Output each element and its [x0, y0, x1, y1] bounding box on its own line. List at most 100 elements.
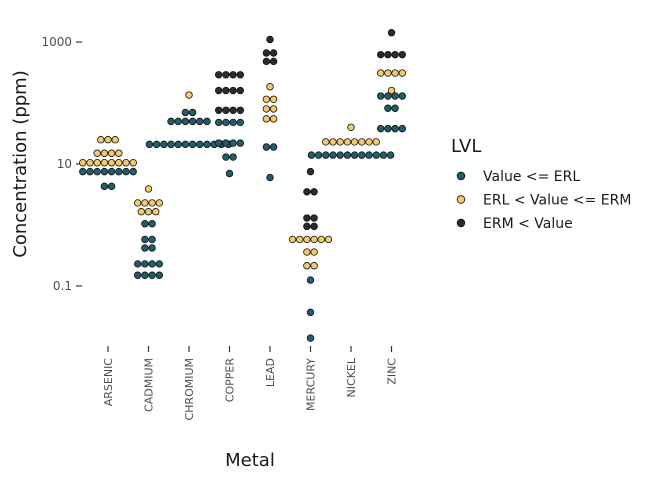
data-point — [174, 117, 182, 126]
x-axis: ARSENIC CADMIUM CHROMIUM COPPER LEAD MERCURY N… — [102, 346, 399, 421]
data-point — [115, 159, 123, 167]
data-point — [303, 235, 311, 244]
data-point — [214, 106, 223, 114]
data-point — [107, 159, 116, 167]
data-point — [129, 159, 137, 167]
data-point — [372, 151, 380, 159]
data-point — [222, 86, 230, 95]
data-point — [306, 276, 315, 284]
data-point — [262, 143, 271, 151]
data-point — [141, 260, 149, 268]
data-point — [152, 140, 161, 149]
series-cadmium — [133, 185, 163, 279]
data-point — [229, 86, 237, 95]
data-point — [148, 220, 156, 228]
data-point — [303, 262, 311, 270]
data-point — [141, 199, 149, 207]
legend-key-mid — [456, 195, 466, 204]
data-point — [188, 108, 197, 117]
data-point — [386, 151, 395, 159]
data-point — [100, 159, 109, 167]
data-point — [214, 139, 223, 147]
data-point — [222, 139, 230, 147]
data-point — [79, 159, 87, 167]
data-point — [229, 139, 237, 147]
data-point — [398, 69, 406, 77]
data-point — [329, 151, 337, 159]
data-point — [141, 271, 149, 279]
data-point — [269, 105, 278, 113]
series-chromium — [145, 91, 233, 149]
series-mercury — [288, 167, 333, 342]
data-point — [93, 159, 101, 167]
data-point — [306, 167, 315, 176]
data-point — [350, 151, 359, 159]
data-point — [336, 151, 344, 159]
data-point — [336, 138, 344, 146]
series-copper — [214, 71, 244, 178]
series-lead — [262, 35, 278, 182]
data-point — [141, 220, 149, 228]
x-tick-label: ZINC — [386, 358, 399, 385]
data-point — [310, 188, 318, 196]
data-point — [174, 140, 182, 149]
data-point — [303, 188, 311, 196]
x-tick-label: CADMIUM — [143, 358, 156, 412]
x-tick-label: CHROMIUM — [183, 358, 196, 421]
data-point — [391, 104, 399, 112]
data-point — [141, 244, 149, 252]
legend-key-high — [456, 218, 466, 228]
data-point — [262, 95, 271, 103]
data-point — [384, 124, 392, 133]
data-point — [306, 308, 315, 317]
data-point — [86, 167, 94, 176]
x-tick-label: LEAD — [264, 358, 277, 387]
data-point — [122, 159, 130, 167]
data-point — [111, 136, 119, 144]
data-point — [86, 159, 94, 167]
data-point — [303, 214, 311, 222]
data-point — [391, 92, 399, 100]
data-point — [377, 69, 385, 77]
data-point — [104, 136, 112, 144]
data-point — [185, 91, 193, 99]
data-point — [214, 118, 223, 127]
data-point — [222, 118, 230, 127]
legend-label-high: ERM < Value — [483, 216, 573, 232]
data-point — [145, 140, 154, 149]
data-point — [222, 106, 230, 114]
data-point — [160, 140, 168, 149]
data-point — [229, 106, 237, 114]
data-point — [100, 182, 109, 191]
data-point — [384, 50, 392, 59]
data-point — [79, 167, 87, 176]
data-point — [296, 235, 304, 244]
data-point — [229, 153, 237, 161]
data-point — [384, 104, 392, 112]
data-point — [236, 139, 244, 147]
x-tick-label: MERCURY — [305, 358, 318, 411]
y-axis: 0.1 10 1000 — [41, 35, 82, 293]
data-point — [107, 167, 116, 176]
data-point — [236, 106, 244, 114]
data-point — [324, 235, 333, 244]
y-tick-label: 0.1 — [53, 279, 72, 293]
data-point — [93, 149, 101, 157]
data-point — [266, 173, 274, 182]
data-point — [266, 83, 274, 91]
data-point — [310, 262, 318, 270]
data-point — [181, 117, 190, 126]
data-point — [181, 108, 190, 117]
data-point — [236, 86, 244, 95]
data-point — [155, 271, 163, 279]
data-point — [310, 248, 318, 256]
data-point — [303, 222, 311, 231]
data-point — [115, 167, 123, 176]
data-point — [391, 50, 399, 59]
data-point — [350, 138, 359, 146]
data-point — [306, 334, 315, 342]
data-point — [269, 95, 278, 103]
legend-label-mid: ERL < Value <= ERM — [483, 193, 631, 209]
